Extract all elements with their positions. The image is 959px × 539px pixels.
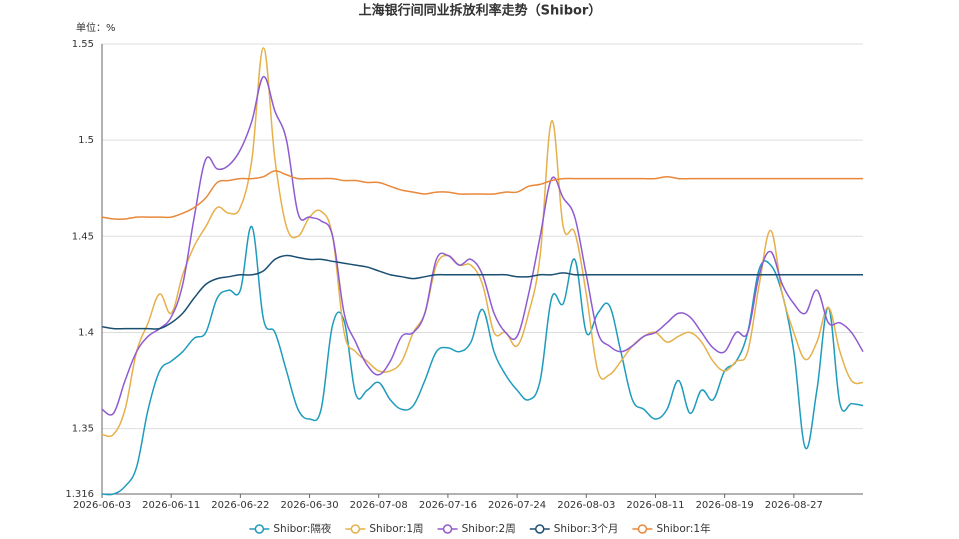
unit-label: 单位：% xyxy=(76,21,116,34)
legend-swatch xyxy=(535,524,545,534)
y-tick-label: 1.316 xyxy=(65,489,94,500)
x-tick-label: 2026-06-22 xyxy=(211,500,269,511)
series-line xyxy=(101,254,863,330)
legend: Shibor:隔夜 Shibor:1周 Shibor:2周 Shibor:3个月 Shi… xyxy=(249,522,711,535)
y-tick-label: 1.5 xyxy=(78,135,94,146)
legend-swatch xyxy=(350,524,361,534)
y-tick-label: 1.4 xyxy=(78,327,94,338)
x-tick-label: 2026-08-03 xyxy=(557,500,615,511)
x-tick-label: 2026-06-11 xyxy=(142,500,200,511)
x-tick-label: 2026-07-24 xyxy=(488,500,546,511)
chart-title: 上海银行间同业拆放利率走势（Shibor） xyxy=(359,3,602,19)
x-tick-label: 2026-08-27 xyxy=(765,500,823,511)
legend-label: Shibor:1周 xyxy=(369,523,423,535)
legend-label: Shibor:2周 xyxy=(462,523,516,535)
legend-swatch xyxy=(637,524,648,534)
x-tick-label: 2026-06-30 xyxy=(280,500,338,511)
x-tick-label: 2026-08-19 xyxy=(696,500,754,511)
series-line xyxy=(101,47,864,438)
legend-label: Shibor:隔夜 xyxy=(273,522,331,535)
y-tick-label: 1.55 xyxy=(72,39,94,50)
x-tick-label: 2026-08-11 xyxy=(626,500,684,511)
legend-swatch xyxy=(254,524,265,534)
x-tick-label: 2026-06-03 xyxy=(73,500,131,511)
series-line xyxy=(101,75,864,416)
x-tick-label: 2026-07-16 xyxy=(419,500,477,511)
y-tick-label: 1.45 xyxy=(72,231,94,242)
series-line xyxy=(101,225,864,496)
legend-label: Shibor:1年 xyxy=(656,522,710,535)
series-line xyxy=(101,170,863,221)
legend-swatch xyxy=(442,524,453,534)
x-tick-label: 2026-07-08 xyxy=(350,500,408,511)
legend-label: Shibor:3个月 xyxy=(554,523,619,535)
y-tick-label: 1.35 xyxy=(72,424,94,435)
